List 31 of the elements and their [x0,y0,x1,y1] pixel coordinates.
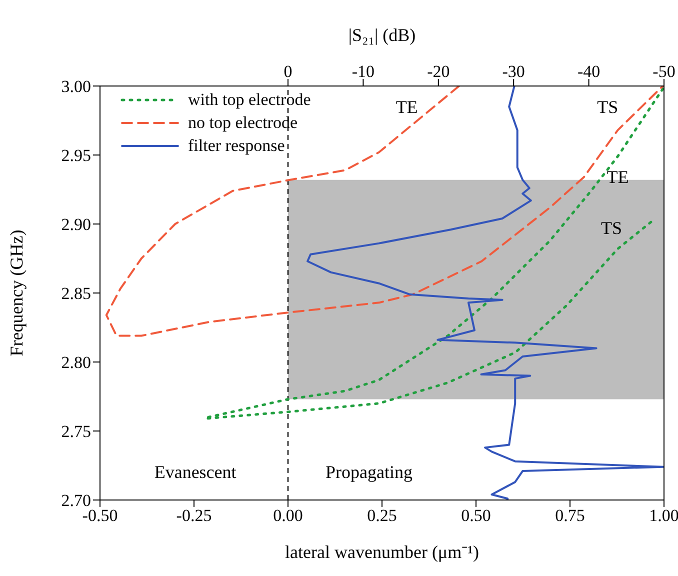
x-tick-label: 1.00 [649,506,678,526]
x-tick-label: 0.00 [273,506,303,526]
y-tick-label: 2.95 [61,146,91,166]
line-series [105,86,664,337]
x-tick-label: 0.50 [461,506,491,526]
annotation: TS [601,218,622,238]
x-tick-label: -0.25 [176,506,212,526]
legend-label: with top electrode [188,90,311,110]
x-tick-label: 0.75 [555,506,585,526]
y-tick-label: 2.90 [61,215,91,234]
y-axis-title: Frequency (GHz) [6,230,26,356]
annotation: TE [396,96,418,117]
x-tick-label: 0.25 [367,506,397,526]
legend-label: no top electrode [188,112,298,132]
x2-tick-label: -10 [352,62,375,81]
x2-axis-title: |S₂₁| (dB) [348,24,416,45]
x-axis-title: lateral wavenumber (μm⁻¹) [285,542,479,562]
y-tick-label: 2.80 [61,353,91,372]
x2-tick-label: 0 [284,62,292,81]
y-tick-label: 2.85 [61,284,91,304]
y-tick-label: 3.00 [61,77,91,96]
x2-tick-label: -30 [502,62,525,81]
x2-tick-label: -20 [427,62,450,81]
annotation: Evanescent [154,462,236,482]
legend-label: filter response [188,136,285,156]
annotation: Propagating [326,462,413,482]
annotation: TS [597,96,618,117]
x2-tick-label: -50 [652,62,676,81]
y-tick-label: 2.75 [61,422,91,442]
annotation: TE [606,167,629,188]
x2-tick-label: -40 [577,62,600,81]
